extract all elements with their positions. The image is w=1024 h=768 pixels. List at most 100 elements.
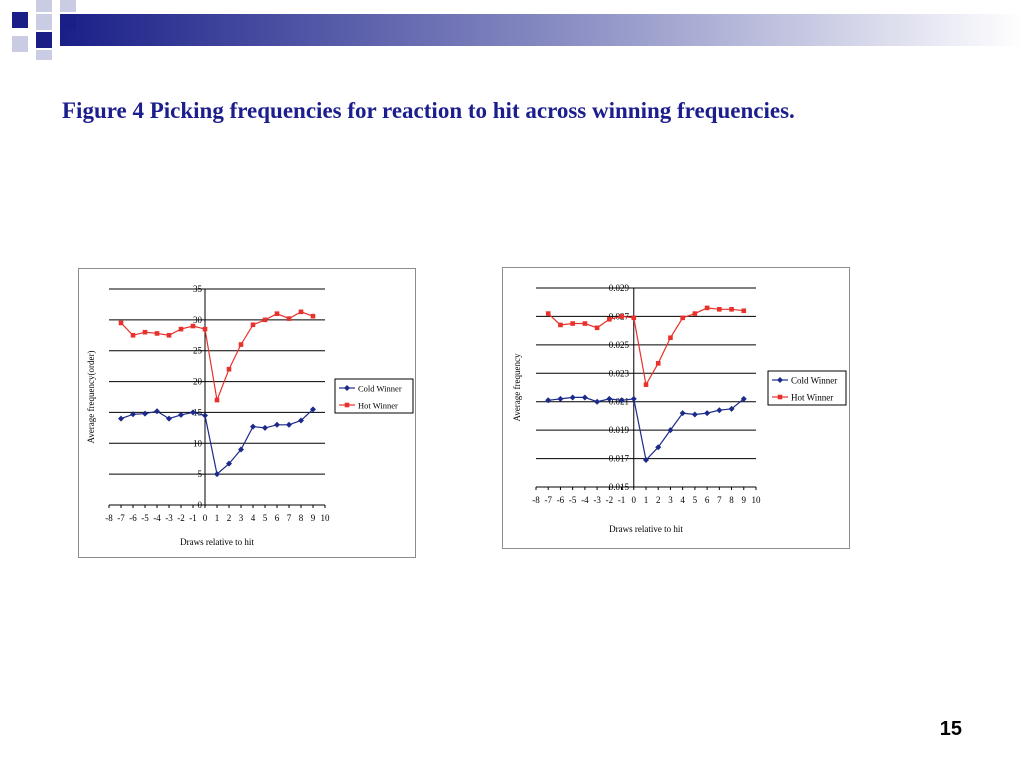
y-tick-label: 10 xyxy=(193,438,203,448)
chart-canvas: 0.0150.0170.0190.0210.0230.0250.0270.029… xyxy=(512,283,847,534)
header-gradient-band xyxy=(60,14,1024,46)
data-point xyxy=(226,460,232,467)
x-tick-label: 5 xyxy=(263,513,268,523)
legend-marker xyxy=(777,377,783,383)
data-point xyxy=(631,315,637,321)
data-point xyxy=(557,395,564,402)
data-point xyxy=(667,427,674,434)
data-point xyxy=(594,325,600,331)
data-point xyxy=(166,332,172,338)
data-point xyxy=(142,410,148,417)
y-tick-label: 0.029 xyxy=(609,283,630,293)
x-tick-label: -5 xyxy=(141,513,149,523)
data-point xyxy=(214,397,220,403)
legend-label: Cold Winner xyxy=(358,384,402,394)
y-tick-label: 15 xyxy=(193,407,203,417)
legend-box xyxy=(767,370,847,406)
data-point xyxy=(716,407,723,414)
legend-label: Hot Winner xyxy=(791,393,833,403)
x-tick-label: -6 xyxy=(557,495,565,505)
data-point xyxy=(310,313,316,319)
x-tick-label: -1 xyxy=(618,495,626,505)
x-tick-label: 2 xyxy=(227,513,232,523)
data-point xyxy=(594,398,601,405)
x-tick-label: 10 xyxy=(752,495,762,505)
data-point xyxy=(250,423,256,430)
data-point xyxy=(262,424,268,431)
y-tick-label: 0.025 xyxy=(609,340,630,350)
x-axis-label: Draws relative to hit xyxy=(609,524,683,534)
data-point xyxy=(298,309,304,315)
decor-square xyxy=(36,50,52,60)
x-tick-label: 9 xyxy=(742,495,747,505)
data-point xyxy=(178,411,184,418)
x-tick-label: 8 xyxy=(299,513,304,523)
y-tick-label: 0.021 xyxy=(609,397,629,407)
x-tick-label: -2 xyxy=(606,495,614,505)
legend-box xyxy=(334,378,414,414)
data-point xyxy=(130,411,136,418)
x-tick-label: -3 xyxy=(165,513,173,523)
data-point xyxy=(655,361,661,366)
x-tick-label: -4 xyxy=(153,513,161,523)
x-tick-label: 7 xyxy=(287,513,292,523)
data-point xyxy=(643,456,649,463)
x-tick-label: 2 xyxy=(656,495,661,505)
decor-square xyxy=(60,14,76,30)
legend-marker xyxy=(777,394,783,400)
data-point xyxy=(154,408,160,415)
data-point xyxy=(582,321,588,326)
x-tick-label: -7 xyxy=(544,495,552,505)
data-point xyxy=(569,394,576,401)
data-point xyxy=(142,329,148,335)
x-tick-label: 7 xyxy=(717,495,722,505)
data-point xyxy=(679,410,686,417)
data-point xyxy=(262,317,268,323)
data-point xyxy=(545,311,551,316)
data-point xyxy=(607,316,612,322)
x-tick-label: -4 xyxy=(581,495,589,505)
x-tick-label: -8 xyxy=(532,495,540,505)
chart-cold-hot-order: 0 5 10 15 20 25 30 35 -8 -7 -6 -5 -4 -3 -2 -1 0 1 2 3 4 5 6 7 8 9… xyxy=(78,268,416,558)
x-tick-label: -8 xyxy=(105,513,113,523)
data-point xyxy=(238,446,244,453)
data-point xyxy=(581,394,588,401)
y-tick-label: 30 xyxy=(193,315,203,325)
data-point xyxy=(643,382,649,387)
data-point xyxy=(310,406,316,413)
y-tick-label: 25 xyxy=(193,346,203,356)
data-point xyxy=(680,315,685,321)
decor-square xyxy=(12,12,28,28)
legend-marker xyxy=(344,385,350,391)
legend-marker xyxy=(344,402,350,408)
legend-label: Cold Winner xyxy=(791,376,837,386)
data-point xyxy=(178,326,184,332)
data-point xyxy=(717,307,722,312)
x-tick-label: 4 xyxy=(680,495,685,505)
x-tick-label: 0 xyxy=(203,513,208,523)
data-point xyxy=(668,335,673,341)
x-tick-label: 6 xyxy=(705,495,710,505)
data-point xyxy=(570,321,575,326)
data-point xyxy=(226,366,232,372)
x-tick-label: -6 xyxy=(129,513,137,523)
data-point xyxy=(250,322,256,328)
data-point xyxy=(130,332,136,338)
x-tick-label: -5 xyxy=(569,495,577,505)
data-point xyxy=(214,471,220,478)
y-tick-label: 0.019 xyxy=(609,425,630,435)
data-point xyxy=(655,444,662,451)
data-point xyxy=(238,342,244,347)
data-point xyxy=(740,395,747,402)
data-point xyxy=(619,314,624,319)
data-point xyxy=(729,307,734,312)
data-point xyxy=(154,331,160,336)
x-tick-label: -2 xyxy=(177,513,185,523)
data-point xyxy=(298,417,304,424)
x-tick-label: 9 xyxy=(311,513,316,523)
decor-square xyxy=(36,32,52,48)
data-point xyxy=(691,411,698,418)
data-point xyxy=(274,311,280,316)
data-point xyxy=(606,395,613,402)
